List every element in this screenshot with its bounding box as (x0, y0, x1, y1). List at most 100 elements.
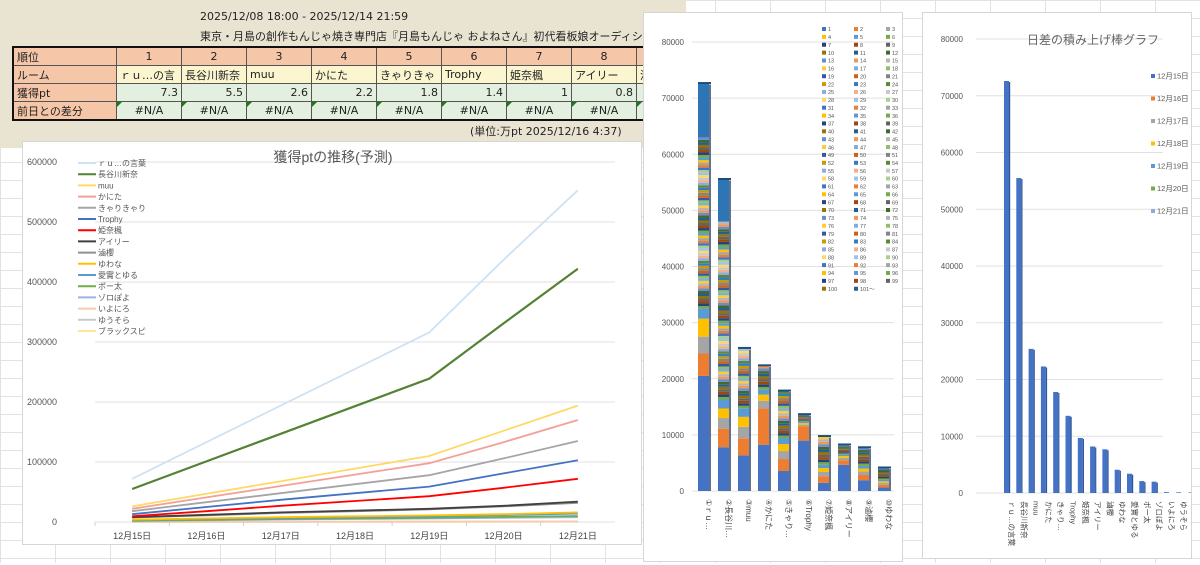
legend-label: 12月18日 (1157, 139, 1189, 148)
bar-segment (738, 358, 749, 360)
y-tick-label: 60000 (662, 150, 685, 159)
bar-segment (698, 281, 709, 284)
bar-segment (718, 361, 729, 364)
legend-label: アイリー (98, 237, 130, 246)
diff-cell[interactable]: #N/A (117, 102, 182, 121)
rank-cell[interactable]: 2 (182, 47, 247, 66)
rank-cell[interactable]: 5 (377, 47, 442, 66)
x-tick-label: ⑤きゃり… (784, 499, 793, 538)
bar-segment (718, 290, 729, 293)
bar-segment (798, 420, 809, 421)
diff-cell[interactable]: #N/A (182, 102, 247, 121)
legend-label: 88 (828, 255, 834, 261)
points-cell[interactable]: 1.4 (442, 84, 507, 102)
bar-side (1071, 417, 1072, 493)
rank-row-header[interactable]: 順位 (13, 47, 117, 66)
bar-segment (698, 268, 709, 271)
legend-label: 68 (860, 200, 866, 206)
legend-label: 3 (892, 27, 895, 33)
diff-cell[interactable]: #N/A (442, 102, 507, 121)
legend-swatch (822, 58, 826, 62)
bar-segment (718, 267, 729, 270)
legend-label: きゃりきゃり (98, 204, 146, 213)
points-cell[interactable]: 2.2 (312, 84, 377, 102)
bar-segment (1066, 416, 1071, 493)
rank-cell[interactable]: 4 (312, 47, 377, 66)
points-cell[interactable]: 1 (507, 84, 572, 102)
bar-segment (1090, 446, 1095, 493)
bar-top (758, 364, 771, 366)
rank-cell[interactable]: 3 (247, 47, 312, 66)
bar-segment (758, 384, 769, 387)
legend-label: 89 (860, 255, 866, 261)
points-cell[interactable]: 5.5 (182, 84, 247, 102)
bar-side (889, 469, 891, 491)
bar-segment (798, 419, 809, 420)
diff-cell[interactable]: #N/A (247, 102, 312, 121)
legend-label: ゆわな (98, 260, 122, 269)
room-cell[interactable]: 姫奈楓 (507, 66, 572, 84)
bar-segment (778, 396, 789, 398)
room-row-header[interactable]: ルーム (13, 66, 117, 84)
bar-segment (1053, 392, 1058, 493)
bar-segment (698, 228, 709, 231)
points-cell[interactable]: 1.8 (377, 84, 442, 102)
bar-segment (698, 220, 709, 223)
room-cell[interactable]: Trophy (442, 66, 507, 84)
bar-top (878, 466, 891, 468)
bar-segment (758, 408, 769, 444)
legend-label: 100 (828, 287, 837, 293)
room-cell[interactable]: ｒｕ…の言 (117, 66, 182, 84)
room-cell[interactable]: muu (247, 66, 312, 84)
bar-segment (698, 213, 709, 216)
points-cell[interactable]: 2.6 (247, 84, 312, 102)
bar-segment (778, 399, 789, 401)
legend-swatch (854, 169, 858, 173)
rank-cell[interactable]: 7 (507, 47, 572, 66)
bar-segment (698, 226, 709, 229)
points-row-header[interactable]: 獲得pt (13, 84, 117, 102)
rank-cell[interactable]: 6 (442, 47, 507, 66)
rank-cell[interactable]: 1 (117, 47, 182, 66)
room-cell[interactable]: 長谷川新奈 (182, 66, 247, 84)
bar-segment (698, 145, 709, 148)
bar-segment (698, 160, 709, 163)
points-cell[interactable]: 7.3 (117, 84, 182, 102)
bar-segment (718, 336, 729, 339)
bar-segment (718, 349, 729, 352)
legend-label: 36 (892, 114, 898, 120)
bar-segment (718, 244, 729, 247)
bar-segment (778, 403, 789, 405)
x-tick-label: 12月21日 (559, 531, 597, 541)
legend-label: 14 (860, 59, 866, 65)
bar-segment (718, 321, 729, 324)
diff-cell[interactable]: #N/A (377, 102, 442, 121)
bar-segment (818, 444, 829, 447)
rank-cell[interactable]: 8 (572, 47, 637, 66)
bar-segment (718, 262, 729, 265)
bar-segment (798, 416, 809, 417)
points-cell[interactable]: 0.8 (572, 84, 637, 102)
legend-label: 25 (828, 90, 834, 96)
x-tick-label: 12月19日 (410, 531, 448, 541)
bar-segment (718, 389, 729, 392)
diff-cell[interactable]: #N/A (507, 102, 572, 121)
diff-cell[interactable]: #N/A (572, 102, 637, 121)
bar-segment (718, 272, 729, 275)
bar-segment (698, 266, 709, 269)
room-cell[interactable]: アイリー (572, 66, 637, 84)
bar-segment (718, 369, 729, 372)
diff-cell[interactable]: #N/A (312, 102, 377, 121)
room-cell[interactable]: きゃりきゃ (377, 66, 442, 84)
legend-label: 98 (860, 279, 866, 285)
diff-row-header[interactable]: 前日との差分 (13, 102, 117, 121)
bar-segment (858, 459, 869, 461)
legend-label: 52 (828, 161, 834, 167)
room-cell[interactable]: かにた (312, 66, 377, 84)
bar-segment (718, 394, 729, 397)
bar-segment (778, 401, 789, 403)
bar-segment (698, 248, 709, 251)
